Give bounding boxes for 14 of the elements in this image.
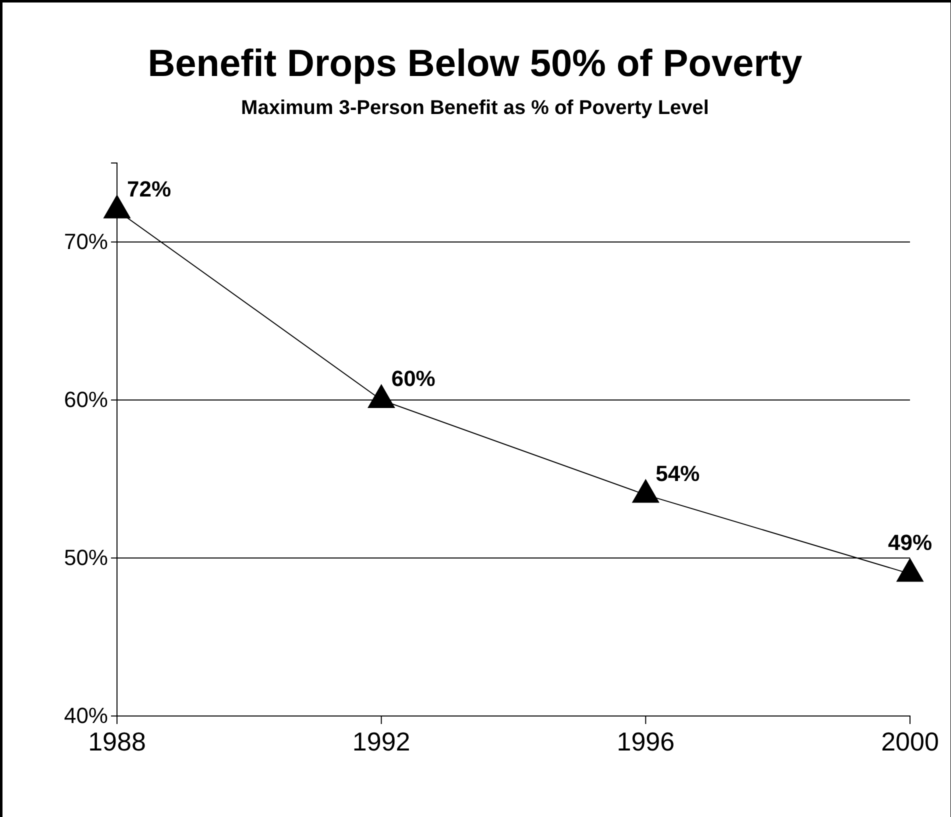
y-tick-label: 70% (64, 229, 108, 254)
chart-title: Benefit Drops Below 50% of Poverty (148, 43, 802, 85)
x-tick-label: 1988 (88, 726, 146, 756)
x-tick-label: 1992 (352, 726, 410, 756)
data-label: 49% (888, 530, 932, 555)
x-tick-label: 1996 (616, 726, 675, 756)
y-tick-label: 40% (64, 703, 108, 728)
data-label: 60% (391, 366, 436, 391)
y-tick-label: 60% (64, 387, 108, 412)
data-label: 72% (127, 176, 172, 202)
x-tick-label: 2000 (881, 726, 939, 756)
data-label: 54% (656, 460, 700, 486)
y-tick-label: 50% (64, 545, 108, 570)
chart-subtitle: Maximum 3-Person Benefit as % of Poverty Level (241, 97, 709, 119)
